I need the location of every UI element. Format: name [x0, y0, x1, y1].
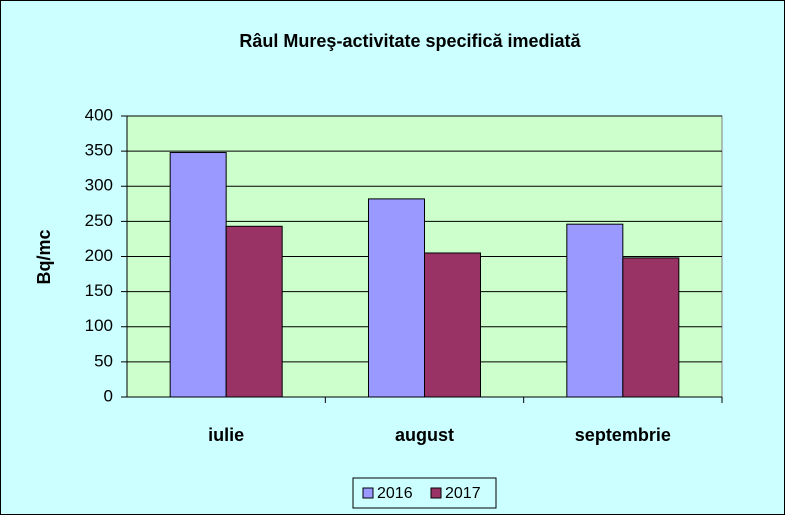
legend-box [352, 477, 497, 509]
y-tick-label: 300 [85, 176, 113, 195]
y-tick-label: 200 [85, 246, 113, 265]
x-tick-label: august [395, 425, 454, 445]
y-axis-label: Bq/mc [34, 229, 54, 284]
legend-swatch [362, 487, 374, 499]
y-tick-label: 250 [85, 211, 113, 230]
x-tick-label: iulie [208, 425, 244, 445]
y-tick-label: 150 [85, 281, 113, 300]
x-tick-label: septembrie [575, 425, 671, 445]
y-tick-label: 0 [104, 386, 113, 405]
legend-swatch [430, 487, 442, 499]
legend-label: 2017 [445, 485, 481, 502]
bar [368, 198, 425, 398]
bar [169, 152, 227, 398]
y-tick-label: 50 [94, 351, 113, 370]
bar [424, 252, 481, 398]
y-tick-label: 350 [85, 141, 113, 160]
y-tick-label: 400 [85, 105, 113, 124]
legend-label: 2016 [377, 485, 413, 502]
y-tick-label: 100 [85, 316, 113, 335]
bar [622, 257, 680, 398]
chart-title: Râul Mureş-activitate specifică imediată [239, 31, 581, 51]
bar [566, 223, 624, 398]
bar [225, 225, 283, 398]
